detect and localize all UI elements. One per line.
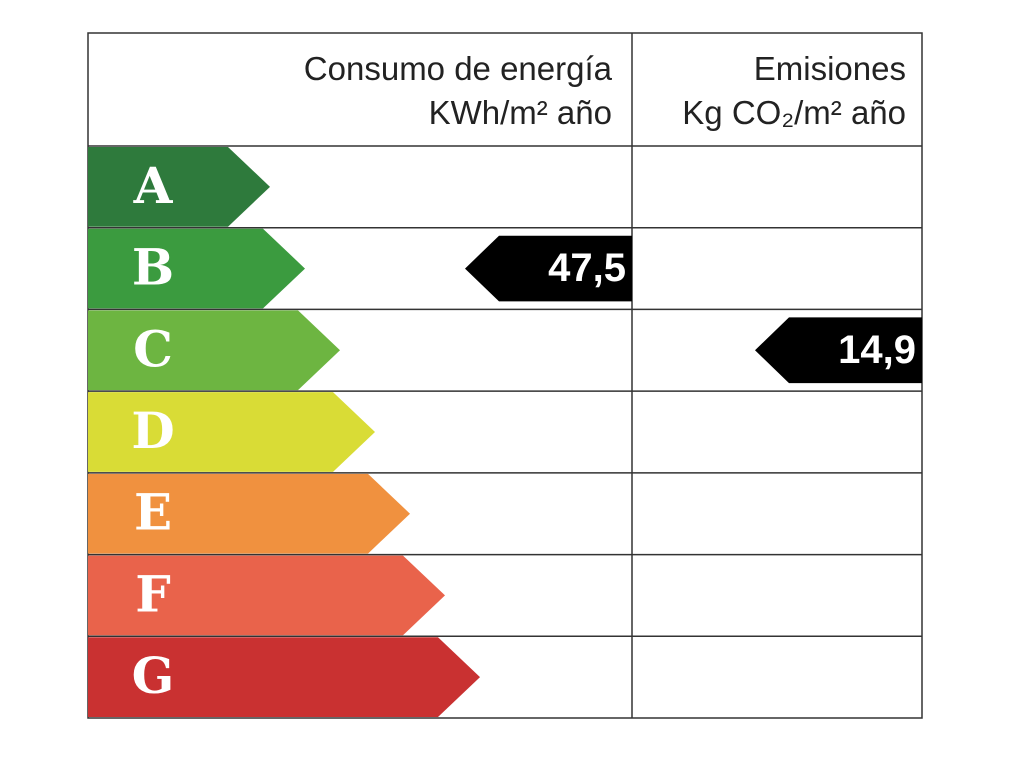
class-letter: A: [133, 156, 174, 215]
class-arrow: [88, 228, 305, 309]
class-arrow: [88, 392, 375, 472]
class-letter: G: [132, 646, 175, 705]
class-arrow: [88, 473, 410, 554]
emissions-indicator: [755, 317, 922, 384]
energy-indicator: [465, 235, 632, 302]
class-letter: B: [132, 238, 174, 297]
class-arrow: [88, 147, 270, 227]
class-arrow: [88, 555, 445, 636]
energy-unit: KWh/m² año: [429, 94, 612, 131]
emissions-value: 14,9: [838, 328, 916, 372]
class-letter: E: [134, 483, 172, 542]
energy-value: 47,5: [548, 246, 626, 290]
energy-title: Consumo de energía: [304, 50, 613, 87]
class-letter: F: [135, 564, 171, 623]
emissions-unit: Kg CO₂/m² año: [682, 94, 906, 131]
emissions-title: Emisiones: [754, 50, 906, 87]
class-letter: D: [131, 401, 174, 460]
class-arrow: [88, 637, 480, 717]
class-letter: C: [133, 319, 173, 378]
class-arrow: [88, 310, 340, 391]
